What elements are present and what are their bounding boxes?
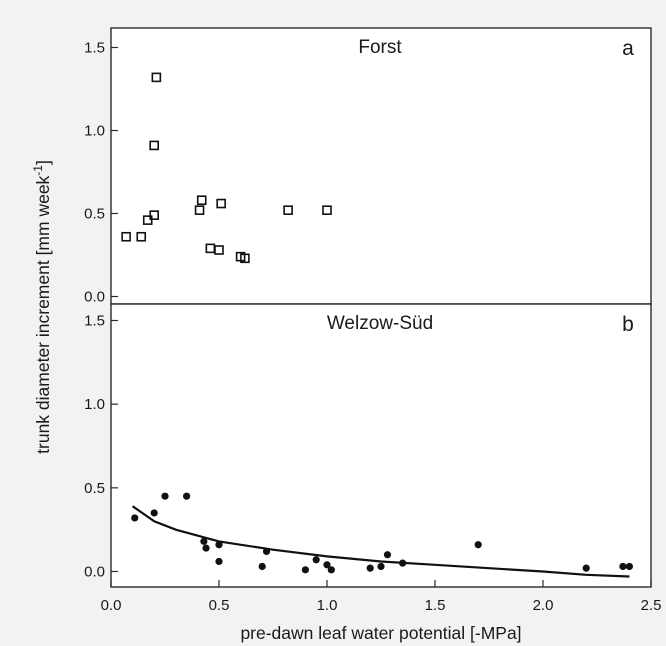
data-point (149, 210, 159, 220)
panel-title: Forst (358, 37, 402, 58)
y-tick-label: 1.5 (84, 40, 105, 57)
data-point (121, 231, 131, 242)
data-point (312, 556, 320, 564)
data-point (582, 564, 590, 572)
data-point (474, 541, 482, 549)
data-point (258, 562, 266, 571)
x-tick-label: 1.5 (425, 597, 446, 614)
data-point (301, 566, 309, 574)
data-point (183, 492, 191, 500)
x-tick-label: 0.5 (209, 597, 230, 614)
x-axis-label: pre-dawn leaf water potential [-MPa] (240, 623, 521, 643)
data-point (131, 514, 139, 522)
y-tick-label: 1.0 (84, 123, 105, 140)
y-axis-label-superscript: -1 (31, 165, 45, 176)
panel-letter: b (622, 313, 634, 336)
y-tick-label: 1.0 (84, 396, 105, 413)
data-point (366, 564, 374, 572)
data-point (149, 140, 159, 151)
data-point (283, 205, 293, 215)
data-point (619, 562, 627, 571)
y-tick-label: 0.5 (84, 206, 105, 223)
data-point (327, 566, 335, 574)
panel-a: 0.0 0.5 1.0 1.5 Forst a (84, 27, 652, 306)
plot-frame (110, 27, 652, 305)
data-point (136, 231, 147, 242)
data-point (399, 559, 407, 567)
data-point (322, 205, 332, 215)
y-axis-label: trunk diameter increment [mm week-1] (31, 160, 53, 454)
x-tick-label: 1.0 (317, 597, 338, 614)
x-tick-label: 2.5 (641, 597, 662, 614)
x-tick-label: 0.0 (101, 597, 122, 614)
plot-frame (110, 303, 652, 588)
fit-curve (131, 505, 630, 578)
data-point (262, 547, 271, 556)
data-point (150, 509, 158, 517)
data-point (377, 562, 385, 571)
y-axis-label-suffix: ] (33, 160, 53, 165)
y-axis-label-main: trunk diameter increment [mm week (33, 175, 53, 453)
y-tick-label: 0.5 (84, 480, 105, 497)
data-point (161, 492, 169, 500)
data-point (216, 198, 226, 209)
data-point (215, 541, 223, 549)
data-point (194, 205, 205, 215)
y-tick-label: 0.0 (84, 289, 105, 306)
data-point (214, 245, 224, 255)
data-point (200, 537, 208, 545)
data-point (202, 544, 210, 552)
data-point (196, 195, 207, 206)
panel-title: Welzow-Süd (327, 313, 433, 334)
data-point (323, 561, 331, 569)
y-tick-label: 1.5 (84, 313, 105, 330)
data-point (215, 557, 223, 566)
data-point (151, 72, 162, 83)
panel-letter: a (622, 37, 634, 60)
data-point (240, 253, 250, 264)
data-point (625, 562, 634, 571)
data-point (383, 551, 392, 559)
y-tick-label: 0.0 (84, 564, 105, 581)
data-point (142, 215, 153, 225)
x-tick-label: 2.0 (533, 597, 554, 614)
panel-b: 0.0 0.5 1.0 1.5 0.0 0.5 1.0 1.5 2.0 2.5 Welzow-Süd… (84, 303, 662, 614)
